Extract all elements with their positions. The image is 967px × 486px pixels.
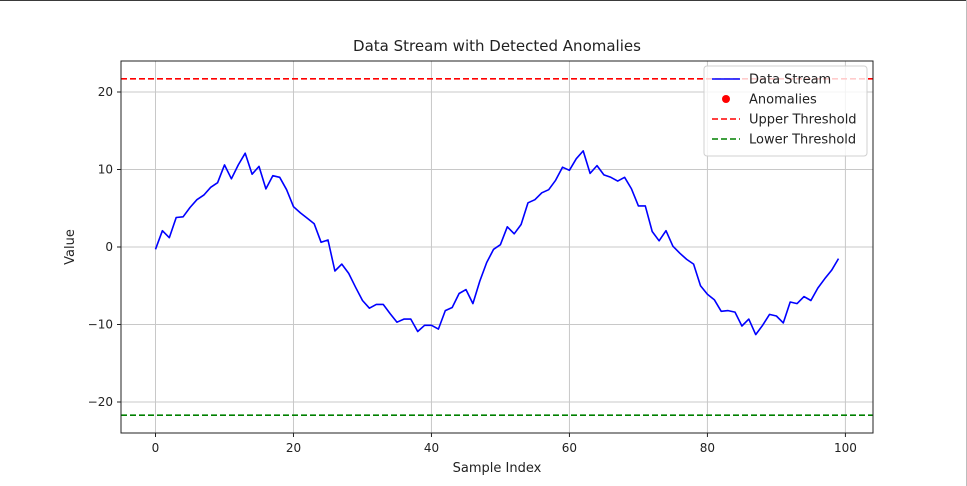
- legend-label: Upper Threshold: [749, 113, 857, 128]
- legend-box: [703, 65, 868, 157]
- y-axis-ticks: −20 −10 0 10 20: [88, 85, 121, 409]
- data-series: [154, 150, 840, 336]
- window-top-border: [0, 0, 967, 1]
- x-tick-label: 80: [700, 441, 715, 455]
- y-tick-label: −20: [88, 395, 113, 409]
- y-tick-label: 10: [98, 163, 113, 177]
- y-axis-label: Value: [63, 229, 78, 265]
- legend-label: Lower Threshold: [749, 133, 856, 148]
- y-tick-label: 20: [98, 85, 113, 99]
- legend-swatch-anomalies: [722, 95, 730, 103]
- data-stream-line: [154, 150, 840, 336]
- y-tick-label: 0: [105, 240, 113, 254]
- chart-title: Data Stream with Detected Anomalies: [353, 37, 641, 55]
- x-tick-label: 60: [562, 441, 577, 455]
- x-tick-label: 40: [424, 441, 439, 455]
- grid-lines: [121, 61, 873, 433]
- legend-label: Anomalies: [749, 93, 817, 108]
- x-axis-ticks: 0 20 40 60 80 100: [152, 433, 857, 455]
- x-tick-label: 20: [286, 441, 301, 455]
- legend-label: Data Stream: [749, 73, 831, 88]
- y-tick-label: −10: [88, 318, 113, 332]
- legend[interactable]: Data Stream Anomalies Upper Threshold Lower…: [703, 65, 868, 157]
- x-tick-label: 100: [834, 441, 857, 455]
- x-tick-label: 0: [152, 441, 160, 455]
- x-axis-label: Sample Index: [453, 461, 542, 476]
